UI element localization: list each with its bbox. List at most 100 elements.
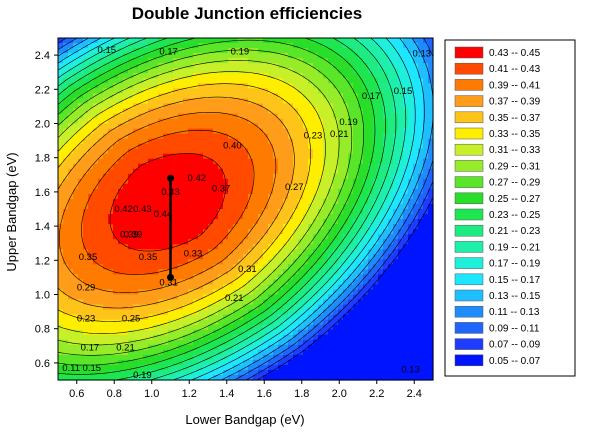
contour-cell xyxy=(188,108,194,115)
contour-cell xyxy=(318,193,324,200)
contour-cell xyxy=(178,349,184,356)
contour-cell xyxy=(353,193,359,200)
contour-cell xyxy=(208,123,214,130)
contour-cell xyxy=(168,334,174,341)
contour-cell xyxy=(98,188,104,195)
contour-cell xyxy=(238,329,244,336)
contour-cell xyxy=(128,63,134,69)
contour-cell xyxy=(133,359,139,366)
contour-cell xyxy=(78,163,84,170)
contour-cell xyxy=(383,48,389,54)
contour-cell xyxy=(278,178,284,185)
contour-cell xyxy=(283,63,289,69)
contour-cell xyxy=(203,108,209,115)
contour-cell xyxy=(393,83,399,89)
contour-cell xyxy=(403,294,409,301)
contour-cell xyxy=(373,219,379,225)
contour-cell xyxy=(303,369,309,376)
contour-cell xyxy=(228,364,234,371)
contour-cell xyxy=(238,118,244,125)
contour-cell xyxy=(403,339,409,346)
contour-cell xyxy=(238,304,244,311)
contour-cell xyxy=(358,264,364,270)
contour-cell xyxy=(183,329,189,336)
contour-cell xyxy=(263,209,269,215)
contour-cell xyxy=(373,334,379,341)
contour-cell xyxy=(213,364,219,371)
contour-cell xyxy=(233,48,239,54)
contour-cell xyxy=(143,163,149,170)
contour-cell xyxy=(363,349,369,356)
contour-cell xyxy=(383,369,389,376)
contour-cell xyxy=(423,143,429,150)
contour-cell xyxy=(138,249,144,255)
contour-cell xyxy=(243,123,249,130)
contour-cell xyxy=(363,314,369,321)
contour-cell xyxy=(368,314,374,321)
contour-cell xyxy=(303,73,309,79)
contour-cell xyxy=(153,103,159,110)
contour-cell xyxy=(83,339,89,346)
contour-cell xyxy=(353,364,359,371)
contour-cell xyxy=(188,53,194,59)
contour-cell xyxy=(398,279,404,286)
contour-cell xyxy=(168,329,174,336)
contour-cell xyxy=(118,68,124,74)
contour-cell xyxy=(258,274,264,281)
contour-cell xyxy=(178,324,184,331)
contour-cell xyxy=(243,153,249,160)
contour-cell xyxy=(348,53,354,59)
contour-cell xyxy=(363,249,369,255)
contour-cell xyxy=(373,188,379,195)
contour-cell xyxy=(108,53,114,59)
contour-cell xyxy=(248,254,254,260)
contour-cell xyxy=(203,299,209,306)
contour-cell xyxy=(188,198,194,205)
contour-cell xyxy=(153,143,159,150)
contour-cell xyxy=(348,133,354,140)
contour-cell xyxy=(113,284,119,291)
contour-cell xyxy=(178,369,184,376)
contour-cell xyxy=(343,334,349,341)
contour-cell xyxy=(343,354,349,361)
contour-cell xyxy=(178,259,184,265)
contour-cell xyxy=(313,158,319,165)
contour-cell xyxy=(273,239,279,245)
contour-cell xyxy=(348,43,354,49)
contour-cell xyxy=(373,63,379,69)
contour-cell xyxy=(278,133,284,140)
contour-cell xyxy=(143,108,149,115)
contour-cell xyxy=(338,53,344,59)
contour-cell xyxy=(268,43,274,49)
contour-cell xyxy=(63,289,69,296)
contour-cell xyxy=(413,153,419,160)
contour-cell xyxy=(83,58,89,64)
contour-cell xyxy=(298,153,304,160)
contour-cell xyxy=(398,73,404,79)
contour-cell xyxy=(63,193,69,200)
contour-cell xyxy=(88,138,94,145)
contour-cell xyxy=(68,264,74,270)
contour-cell xyxy=(193,344,199,351)
contour-cell xyxy=(178,214,184,220)
contour-cell xyxy=(103,294,109,301)
contour-cell xyxy=(133,344,139,351)
contour-cell xyxy=(238,359,244,366)
contour-cell xyxy=(58,193,64,200)
contour-cell xyxy=(398,173,404,180)
contour-cell xyxy=(68,173,74,180)
contour-cell xyxy=(313,374,319,381)
contour-cell xyxy=(198,354,204,361)
contour-cell xyxy=(108,88,114,94)
contour-cell xyxy=(83,53,89,59)
contour-cell xyxy=(333,43,339,49)
contour-cell xyxy=(78,344,84,351)
contour-cell xyxy=(118,123,124,130)
contour-cell xyxy=(348,153,354,160)
contour-cell xyxy=(78,108,84,115)
contour-cell xyxy=(218,364,224,371)
contour-cell xyxy=(333,284,339,291)
contour-cell xyxy=(293,254,299,260)
contour-cell xyxy=(268,153,274,160)
contour-cell xyxy=(323,354,329,361)
